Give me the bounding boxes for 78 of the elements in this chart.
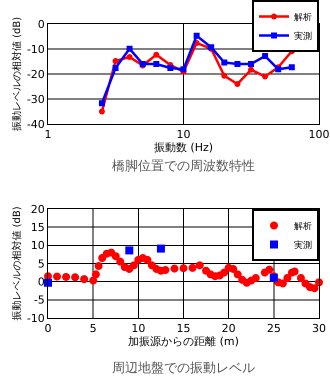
- point: [92, 270, 100, 278]
- point: [221, 72, 228, 79]
- point: [143, 256, 152, 264]
- y-tick-label: 15: [30, 221, 45, 234]
- point: [252, 274, 260, 282]
- point: [220, 268, 228, 277]
- point: [153, 61, 160, 67]
- point: [310, 284, 318, 292]
- x-axis-title: 振動数 (Hz): [154, 141, 214, 154]
- point: [98, 100, 105, 106]
- x-tick-label: 30: [312, 322, 326, 336]
- y-tick-label: -10: [26, 42, 45, 56]
- legend-label: 実測: [294, 31, 312, 42]
- point: [80, 275, 88, 284]
- legend-label: 解析: [294, 12, 312, 24]
- point: [53, 272, 62, 281]
- y-tick-label: 10: [30, 239, 45, 252]
- point: [125, 246, 134, 254]
- point: [283, 274, 292, 282]
- legend-label: 実測: [294, 240, 312, 252]
- point: [265, 266, 274, 274]
- point: [278, 279, 287, 288]
- point: [296, 274, 305, 282]
- point: [170, 264, 178, 273]
- x-tick-label: 100: [308, 128, 330, 142]
- y-axis-title: 振動レベルの相対値 (dB): [10, 16, 23, 132]
- point: [94, 262, 103, 270]
- y-tick-label: -30: [26, 92, 45, 106]
- point: [126, 54, 133, 60]
- legend-label: 解析: [294, 221, 312, 232]
- y-axis-title: 振動レベルの相対値 (dB): [10, 206, 23, 321]
- x-tick-label: 20: [222, 322, 236, 336]
- x-tick-label: 5: [90, 322, 97, 336]
- point: [288, 64, 295, 70]
- text: 橋脚位置での周波数特性: [112, 159, 255, 174]
- point: [188, 264, 197, 272]
- y-tick-label: -40: [26, 118, 45, 131]
- point: [112, 65, 119, 71]
- y-tick-label: 5: [38, 257, 45, 270]
- x-tick-label: 1: [44, 128, 52, 142]
- point: [180, 66, 186, 72]
- point: [71, 273, 80, 282]
- point: [234, 270, 242, 278]
- point: [89, 276, 98, 285]
- point: [221, 60, 228, 66]
- x-axis-title: 加振源からの距離 (m): [128, 335, 239, 348]
- point: [98, 108, 105, 114]
- y-tick-label: -20: [26, 68, 45, 81]
- point: [196, 261, 204, 270]
- x-tick-label: 25: [266, 322, 281, 336]
- point: [248, 61, 254, 67]
- point: [112, 252, 120, 260]
- point: [262, 74, 268, 80]
- point: [262, 53, 268, 59]
- y-tick-label: 0: [38, 18, 45, 31]
- point: [167, 65, 174, 71]
- y-tick-label: 0: [38, 276, 45, 289]
- y-tick-label: 20: [30, 202, 45, 216]
- x-tick-label: 15: [176, 322, 190, 336]
- point: [156, 244, 165, 253]
- point: [234, 61, 240, 67]
- point: [194, 32, 200, 39]
- y-tick-label: -5: [34, 294, 45, 307]
- point: [180, 264, 188, 272]
- point: [112, 58, 119, 64]
- point: [248, 66, 254, 73]
- point: [153, 52, 160, 58]
- y-tick-label: -10: [26, 312, 45, 325]
- point: [290, 267, 299, 276]
- point: [62, 272, 70, 281]
- x-tick-label: 10: [176, 128, 190, 142]
- point: [130, 261, 138, 270]
- point: [229, 264, 238, 273]
- x-tick-label: 10: [131, 322, 146, 336]
- point: [116, 258, 124, 266]
- point: [126, 46, 133, 52]
- point: [234, 81, 240, 87]
- text: 周辺地盤での振動レベル: [112, 361, 255, 376]
